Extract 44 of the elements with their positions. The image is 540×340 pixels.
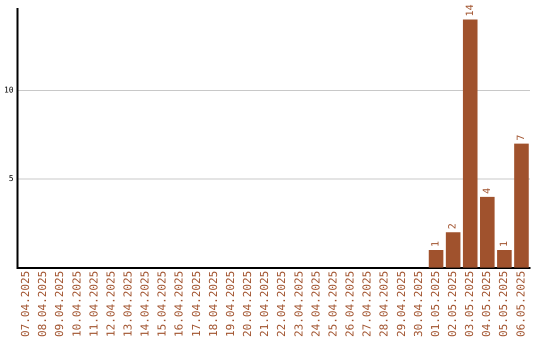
x-tick-label: 17.04.2025 [190,270,203,338]
x-tick-label: 20.04.2025 [241,270,254,338]
bar [428,250,444,268]
data-label: 1 [498,241,510,248]
bar [446,232,460,268]
bar [514,144,529,268]
x-tick-label: 22.04.2025 [275,270,288,338]
data-label: 14 [464,4,476,16]
x-tick-label: 08.04.2025 [36,270,50,338]
bar [497,250,512,268]
x-tick-label: 26.04.2025 [344,270,357,338]
x-tick-label: 12.04.2025 [104,270,118,338]
x-tick-label: 07.04.2025 [19,270,32,338]
x-tick-label: 04.05.2025 [480,270,494,338]
y-tick-label: 5 [8,174,14,184]
x-tick-label: 09.04.2025 [53,270,66,338]
x-tick-label: 25.04.2025 [326,270,340,338]
x-tick-label: 15.04.2025 [156,270,169,338]
y-tick-label: 10 [4,85,14,94]
x-tick-label: 24.04.2025 [309,270,322,338]
x-tick-label: 27.04.2025 [360,270,374,338]
x-tick-label: 10.04.2025 [70,270,84,338]
x-tick-label: 01.05.2025 [428,270,442,338]
x-tick-label: 13.04.2025 [122,270,135,338]
x-tick-label: 21.04.2025 [258,270,272,338]
x-tick-label: 16.04.2025 [172,270,186,338]
x-tick-label: 06.05.2025 [514,270,528,338]
x-tick-label: 23.04.2025 [292,270,306,338]
x-tick-label: 11.04.2025 [87,270,100,338]
x-tick-label: 03.05.2025 [463,270,476,338]
bar [480,196,495,268]
bar [462,19,478,268]
x-tick-label: 19.04.2025 [224,270,237,338]
data-label: 1 [430,241,442,248]
data-label: 2 [448,223,459,230]
x-tick-label: 29.04.2025 [394,270,408,338]
x-tick-label: 05.05.2025 [497,270,510,338]
x-tick-label: 02.05.2025 [446,270,460,338]
x-tick-label: 30.04.2025 [412,270,425,338]
x-tick-label: 14.04.2025 [138,270,152,338]
data-label: 4 [482,188,493,194]
data-label: 7 [516,134,528,141]
x-tick-label: 28.04.2025 [378,270,391,338]
x-tick-label: 18.04.2025 [206,270,220,338]
